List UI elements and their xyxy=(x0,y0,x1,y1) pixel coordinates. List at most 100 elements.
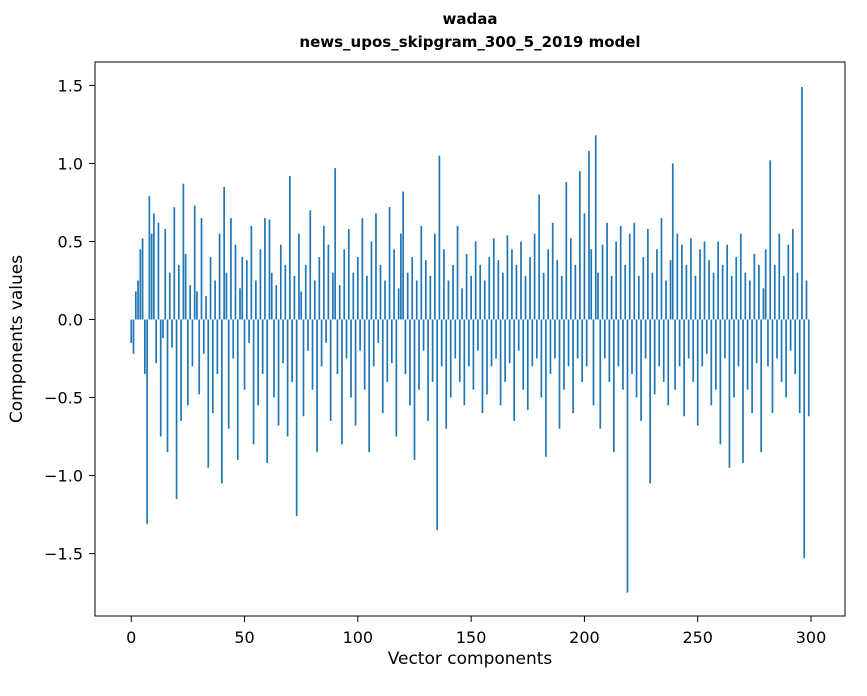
bar xyxy=(631,319,633,375)
bar xyxy=(778,233,781,320)
bar xyxy=(681,244,683,320)
bar xyxy=(323,225,325,320)
bar xyxy=(214,280,216,320)
bar xyxy=(764,249,767,320)
bar xyxy=(411,257,414,320)
bar xyxy=(329,319,332,421)
bar xyxy=(313,280,316,320)
bar xyxy=(694,275,697,320)
bar xyxy=(798,319,801,414)
x-tick-label: 250 xyxy=(682,628,713,647)
y-tick-label: 1.5 xyxy=(58,76,83,95)
bar xyxy=(628,233,631,320)
bar xyxy=(497,260,500,320)
bar xyxy=(708,260,710,320)
bar xyxy=(379,264,382,320)
x-tick-label: 200 xyxy=(569,628,600,647)
bar xyxy=(134,291,137,320)
bar xyxy=(202,319,205,354)
bar xyxy=(289,175,291,320)
bar xyxy=(356,257,359,320)
bar xyxy=(511,249,513,320)
bar xyxy=(279,244,282,320)
bar xyxy=(579,171,581,320)
bar xyxy=(386,319,389,382)
x-axis-label: Vector components xyxy=(388,649,553,669)
bar xyxy=(538,194,540,320)
y-tick-label: −1.0 xyxy=(44,467,83,486)
bars xyxy=(130,86,810,593)
bar xyxy=(422,319,425,351)
bar xyxy=(130,319,133,343)
bar xyxy=(576,319,579,359)
bar xyxy=(144,319,146,375)
bar xyxy=(690,238,692,320)
bar xyxy=(447,280,450,320)
bar xyxy=(585,319,588,367)
bar xyxy=(141,238,144,320)
bar xyxy=(753,253,756,320)
y-axis-label: Components values xyxy=(7,255,27,423)
bar xyxy=(456,225,459,320)
bar xyxy=(436,319,438,531)
bar xyxy=(404,319,407,375)
bar xyxy=(252,319,255,445)
y-tick-label: −0.5 xyxy=(44,389,83,408)
bar xyxy=(336,319,339,375)
bar xyxy=(603,319,606,359)
bar xyxy=(796,272,799,320)
bar xyxy=(196,291,198,320)
bar xyxy=(390,319,393,364)
bar xyxy=(270,272,273,320)
bar xyxy=(739,233,742,320)
bar xyxy=(748,280,751,320)
bar xyxy=(162,319,164,339)
bar xyxy=(635,319,638,398)
bar xyxy=(787,244,790,320)
bar xyxy=(424,260,427,320)
y-tick-label: 1.0 xyxy=(58,154,83,173)
bar xyxy=(372,319,375,367)
bar xyxy=(255,280,257,320)
bar xyxy=(637,275,640,320)
bar xyxy=(266,319,269,464)
bar xyxy=(522,319,525,390)
bar xyxy=(354,319,357,426)
bar xyxy=(304,264,307,320)
bar xyxy=(463,319,466,406)
bar xyxy=(735,257,738,320)
bar xyxy=(334,168,337,320)
bar xyxy=(667,319,670,406)
bar xyxy=(316,319,318,453)
bar xyxy=(488,257,491,320)
bar xyxy=(415,280,418,320)
bar xyxy=(692,319,695,382)
bar xyxy=(715,319,717,390)
bar xyxy=(479,264,482,320)
bar xyxy=(413,319,416,460)
bar xyxy=(789,319,792,351)
bar xyxy=(495,319,497,359)
bar xyxy=(300,291,303,320)
bar xyxy=(728,319,731,468)
bar xyxy=(594,135,597,320)
bar xyxy=(565,182,568,320)
bar xyxy=(794,319,796,375)
bar xyxy=(660,218,663,320)
bar xyxy=(454,319,457,359)
bar xyxy=(400,233,402,320)
bar xyxy=(540,319,543,398)
bar xyxy=(264,218,266,320)
bar xyxy=(171,319,173,348)
bar xyxy=(653,319,656,395)
bar xyxy=(449,319,452,398)
bar xyxy=(187,319,189,406)
bar xyxy=(730,275,733,320)
bar xyxy=(159,319,162,437)
bar xyxy=(325,319,327,343)
bar xyxy=(705,319,708,354)
bar xyxy=(633,222,636,320)
bar xyxy=(243,319,246,390)
bar xyxy=(669,260,672,320)
